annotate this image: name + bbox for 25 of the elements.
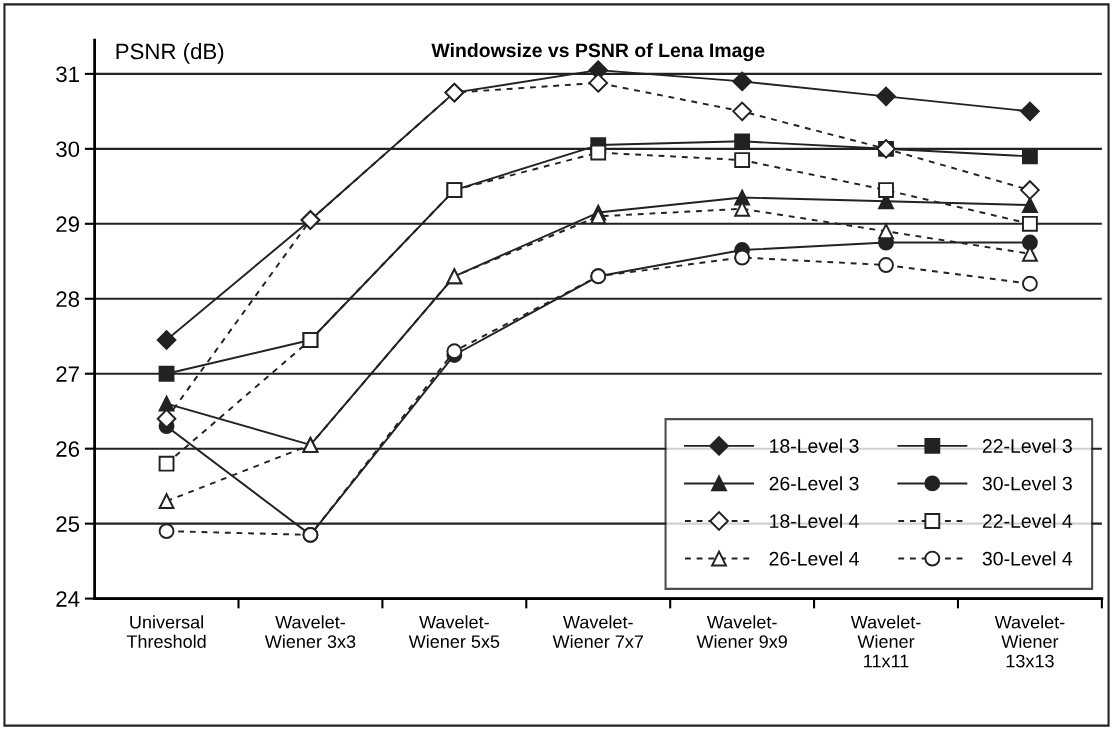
x-tick-label: Wavelet- Wiener 7x7 <box>552 615 643 648</box>
x-tick-label: Wavelet- Wiener 13x13 <box>994 615 1065 668</box>
x-tick-label: Wavelet- Wiener 5x5 <box>408 615 500 648</box>
legend-label: 30-Level 3 <box>982 476 1072 491</box>
legend-label: 22-Level 4 <box>982 513 1073 529</box>
legend-label: 22-Level 3 <box>982 438 1072 453</box>
y-tick-label: 28 <box>56 291 80 308</box>
y-tick-label: 24 <box>56 591 80 607</box>
legend-label: 26-Level 4 <box>769 551 859 566</box>
chart-title: Windowsize vs PSNR of Lena Image <box>431 42 765 62</box>
legend-label: 18-Level 4 <box>770 513 859 529</box>
y-tick-label: 29 <box>56 216 79 233</box>
legend-label: 18-Level 3 <box>770 438 859 453</box>
x-tick-label: Wavelet- Wiener 9x9 <box>696 615 787 648</box>
legend-label: 30-Level 4 <box>982 551 1073 566</box>
x-tick-label: Wavelet- Wiener 3x3 <box>264 615 356 648</box>
x-tick-label: Wavelet- Wiener 11x11 <box>850 615 921 668</box>
legend-label: 26-Level 3 <box>769 476 859 491</box>
y-tick-label: 31 <box>56 66 79 83</box>
y-tick-label: 30 <box>56 141 80 158</box>
x-tick-label: Universal Threshold <box>126 615 206 648</box>
y-axis-title: PSNR (dB) <box>116 42 224 64</box>
y-tick-label: 26 <box>56 441 80 457</box>
y-tick-label: 27 <box>56 366 79 382</box>
y-tick-label: 25 <box>56 516 80 532</box>
